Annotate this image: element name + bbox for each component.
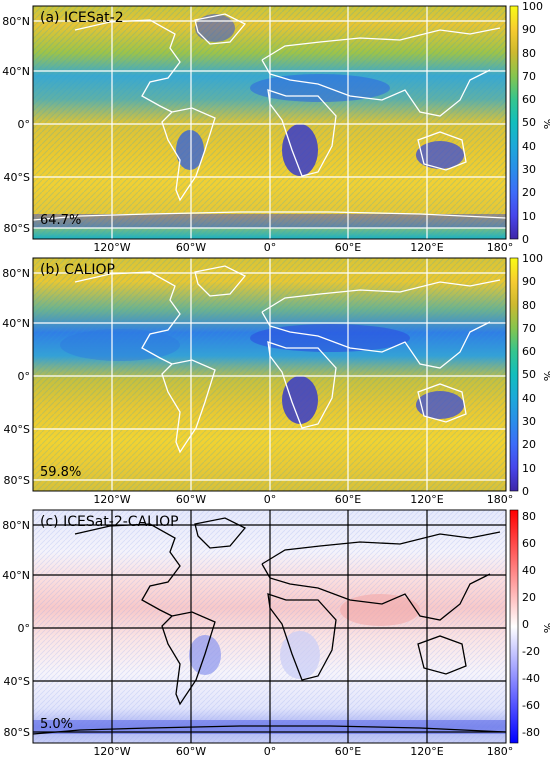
lat-label-40s: 40°S bbox=[4, 171, 30, 184]
panel-title-b: (b) CALIOP bbox=[40, 262, 115, 278]
cbar-b-tick: 70 bbox=[522, 322, 536, 335]
map-frame-c bbox=[32, 509, 507, 744]
cbar-b-tick: 10 bbox=[522, 462, 536, 475]
panel-title-a: (a) ICESat-2 bbox=[40, 10, 124, 26]
cbar-a-tick: 90 bbox=[522, 23, 536, 36]
lat-label-40s: 40°S bbox=[4, 675, 30, 688]
cbar-a-tick: 100 bbox=[522, 0, 543, 13]
cbar-c-tick: -20 bbox=[522, 645, 540, 658]
panel-icesat2: (a) ICESat-2 64.7% 80°N 40°N 0° 40°S 80°… bbox=[2, 0, 550, 254]
lon-label-60e: 60°E bbox=[335, 745, 361, 758]
cbar-a-tick: 0 bbox=[522, 233, 529, 246]
cbar-b-tick: 60 bbox=[522, 345, 536, 358]
cbar-b-tick: 80 bbox=[522, 299, 536, 312]
lat-label-80s: 80°S bbox=[4, 474, 30, 487]
cbar-a-tick: 20 bbox=[522, 186, 536, 199]
lon-label-120w: 120°W bbox=[93, 745, 130, 758]
cbar-b-unit: % bbox=[541, 371, 550, 381]
colorbar-a: 100 90 80 70 60 50 40 30 20 10 0 % bbox=[509, 0, 550, 246]
cbar-a-tick: 50 bbox=[522, 116, 536, 129]
cbar-c-tick: 60 bbox=[522, 537, 536, 550]
lon-labels-c: 120°W 60°W 0° 60°E 120°E 180° bbox=[93, 745, 513, 758]
graticule-b bbox=[33, 258, 506, 491]
lon-label-120w: 120°W bbox=[93, 241, 130, 254]
map-frame-a bbox=[32, 5, 507, 240]
lat-label-40s: 40°S bbox=[4, 423, 30, 436]
colorbar-b: 100 90 80 70 60 50 40 30 20 10 0 % bbox=[509, 252, 550, 498]
lon-label-60w: 60°W bbox=[176, 241, 206, 254]
lon-label-120e: 120°E bbox=[410, 241, 443, 254]
coastlines-a bbox=[33, 13, 506, 221]
panel-caliop: (b) CALIOP 59.8% 80°N 40°N 0° 40°S 80°S … bbox=[2, 252, 550, 506]
graticule-c bbox=[33, 510, 506, 743]
cbar-a-tick: 60 bbox=[522, 93, 536, 106]
cbar-a-unit: % bbox=[541, 119, 550, 129]
cbar-b-tick: 20 bbox=[522, 438, 536, 451]
lon-label-60e: 60°E bbox=[335, 241, 361, 254]
lat-label-80n: 80°N bbox=[2, 15, 30, 28]
lat-label-40n: 40°N bbox=[2, 65, 30, 78]
cbar-b-tick: 50 bbox=[522, 368, 536, 381]
cbar-a-tick: 80 bbox=[522, 47, 536, 60]
lon-label-120e: 120°E bbox=[410, 493, 443, 506]
panel-stat-b: 59.8% bbox=[40, 465, 81, 480]
cbar-c-tick: -60 bbox=[522, 699, 540, 712]
lat-label-40n: 40°N bbox=[2, 569, 30, 582]
lon-label-60e: 60°E bbox=[335, 493, 361, 506]
panel-stat-a: 64.7% bbox=[40, 213, 81, 228]
lon-label-0: 0° bbox=[264, 493, 277, 506]
cbar-b-tick: 90 bbox=[522, 275, 536, 288]
panel-difference: (c) ICESat-2-CALIOP 5.0% 80°N 40°N 0° 40… bbox=[2, 509, 550, 758]
cbar-c-tick: -40 bbox=[522, 672, 540, 685]
lat-label-80s: 80°S bbox=[4, 222, 30, 235]
lon-label-120e: 120°E bbox=[410, 745, 443, 758]
cbar-b-tick: 40 bbox=[522, 392, 536, 405]
lat-labels-c: 80°N 40°N 0° 40°S 80°S bbox=[2, 519, 30, 739]
lat-labels-b: 80°N 40°N 0° 40°S 80°S bbox=[2, 267, 30, 487]
lon-label-120w: 120°W bbox=[93, 493, 130, 506]
lat-label-0: 0° bbox=[18, 370, 31, 383]
lon-label-180: 180° bbox=[487, 745, 514, 758]
lon-labels-b: 120°W 60°W 0° 60°E 120°E 180° bbox=[93, 493, 513, 506]
cbar-b-tick: 30 bbox=[522, 415, 536, 428]
graticule-a bbox=[33, 6, 506, 239]
cbar-c-tick: 20 bbox=[522, 591, 536, 604]
cbar-c-tick: 0 bbox=[522, 618, 529, 631]
lon-label-60w: 60°W bbox=[176, 493, 206, 506]
lat-label-40n: 40°N bbox=[2, 317, 30, 330]
panel-stat-c: 5.0% bbox=[40, 717, 73, 732]
lat-label-0: 0° bbox=[18, 118, 31, 131]
lat-label-80n: 80°N bbox=[2, 519, 30, 532]
cbar-a-tick: 30 bbox=[522, 163, 536, 176]
lat-label-0: 0° bbox=[18, 622, 31, 635]
cbar-b-tick: 100 bbox=[522, 252, 543, 265]
lon-labels-a: 120°W 60°W 0° 60°E 120°E 180° bbox=[93, 241, 513, 254]
cbar-c-unit: % bbox=[541, 623, 550, 633]
lon-label-60w: 60°W bbox=[176, 745, 206, 758]
colorbar-c: 80 60 40 20 0 -20 -40 -60 -80 % bbox=[509, 509, 550, 744]
lon-label-0: 0° bbox=[264, 745, 277, 758]
map-frame-b bbox=[32, 257, 507, 492]
lon-label-180: 180° bbox=[487, 493, 514, 506]
panel-title-c: (c) ICESat-2-CALIOP bbox=[40, 514, 179, 530]
cbar-c-tick: -80 bbox=[522, 726, 540, 739]
cbar-a-tick: 10 bbox=[522, 210, 536, 223]
lat-label-80n: 80°N bbox=[2, 267, 30, 280]
lat-labels-a: 80°N 40°N 0° 40°S 80°S bbox=[2, 15, 30, 235]
cbar-a-tick: 40 bbox=[522, 140, 536, 153]
lat-label-80s: 80°S bbox=[4, 726, 30, 739]
lon-label-180: 180° bbox=[487, 241, 514, 254]
cbar-a-tick: 70 bbox=[522, 70, 536, 83]
cbar-b-tick: 0 bbox=[522, 485, 529, 498]
lon-label-0: 0° bbox=[264, 241, 277, 254]
cbar-c-tick: 80 bbox=[522, 510, 536, 523]
cbar-c-tick: 40 bbox=[522, 564, 536, 577]
